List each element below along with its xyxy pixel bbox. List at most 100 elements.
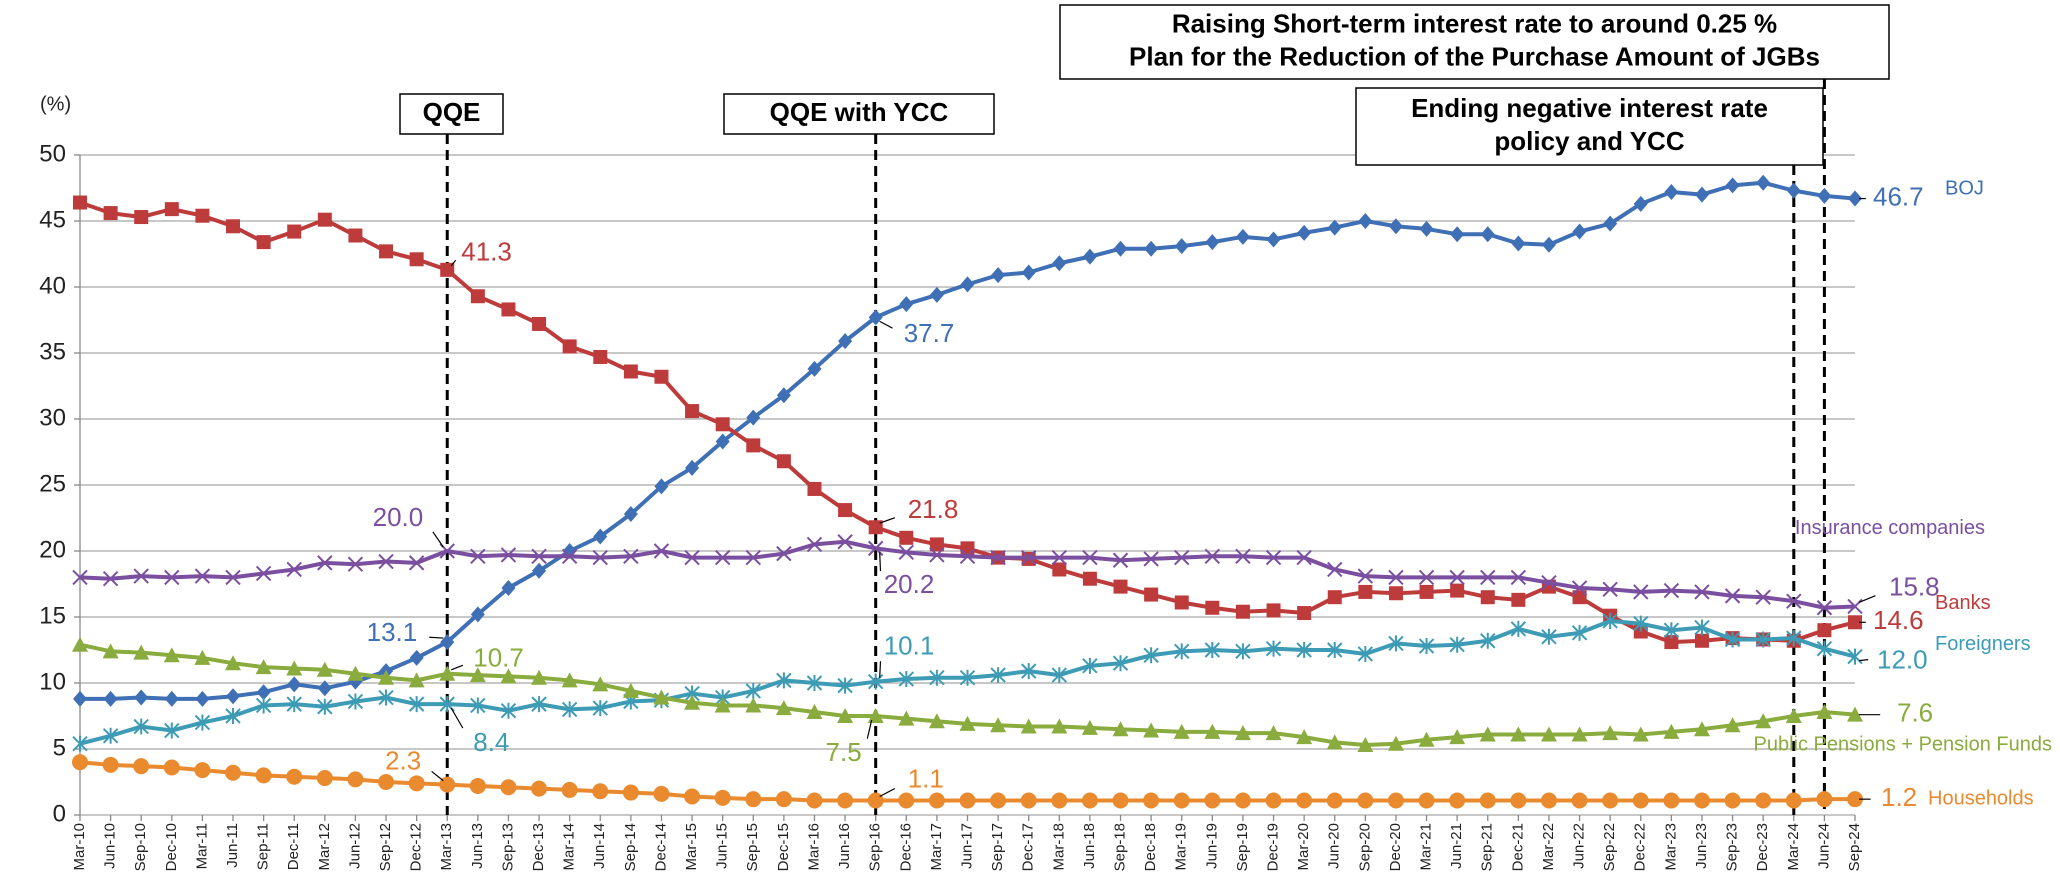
x-tick-label: Dec-22 [1632,823,1649,871]
marker [531,780,548,797]
marker [929,669,945,686]
marker [1204,792,1221,809]
marker [1205,600,1220,615]
marker [347,771,364,788]
marker [776,672,792,689]
marker [1296,792,1313,809]
annotation-box [1355,87,1824,166]
marker [1785,708,1802,723]
marker [256,684,271,701]
marker [378,689,394,706]
marker [286,561,302,578]
marker [653,689,670,705]
value-label: 41.3 [461,237,512,267]
value-label: 8.4 [473,727,509,757]
marker [531,696,547,713]
marker [1480,590,1495,605]
marker [1357,568,1374,584]
marker [1786,630,1802,647]
value-label: 12.0 [1877,644,1928,674]
x-tick-label: Sep-13 [499,823,516,871]
marker [959,669,976,686]
marker [1694,584,1710,600]
marker [746,409,761,426]
marker [1449,636,1465,653]
marker [1021,264,1036,281]
marker [1694,633,1709,648]
x-tick-label: Sep-16 [867,823,884,871]
marker [1479,792,1496,809]
x-tick-label: Mar-13 [438,823,455,871]
marker [500,547,517,563]
marker [776,545,792,562]
marker [255,565,272,582]
marker [1450,583,1465,598]
value-label: 15.8 [1889,571,1940,601]
marker [532,316,547,331]
annotation-box [723,93,995,135]
x-tick-label: Dec-10 [163,823,180,871]
marker [1755,631,1771,648]
marker [1663,723,1680,739]
marker [1052,562,1067,577]
marker [1724,717,1741,733]
marker [1540,792,1557,809]
marker [684,694,701,710]
marker [898,544,915,561]
marker [622,784,639,801]
marker [1633,584,1649,600]
marker [714,697,731,713]
marker [133,718,149,735]
marker [1082,248,1097,265]
marker [102,727,119,744]
marker [1327,590,1342,605]
marker [1511,235,1526,252]
y-tick-label: 35 [39,338,66,365]
marker [1847,791,1863,808]
marker [1755,713,1772,729]
marker [1603,215,1618,232]
marker [194,714,211,731]
x-tick-label: Sep-17 [989,823,1006,871]
x-tick-label: Dec-19 [1265,823,1282,871]
marker [1541,236,1556,253]
marker [715,433,730,450]
y-tick-label: 45 [39,206,66,233]
x-tick-label: Mar-16 [805,823,822,871]
marker [1174,595,1189,610]
marker [1143,647,1159,664]
marker [1082,571,1097,586]
marker [470,548,486,564]
marker [592,700,608,717]
marker [286,696,302,713]
marker [133,758,150,775]
marker [1326,734,1343,750]
marker [623,364,638,379]
marker [898,671,915,688]
marker [1663,792,1680,809]
marker [409,649,424,666]
leader-line [1858,659,1869,662]
marker [317,555,333,571]
x-tick-label: Dec-18 [1142,823,1159,871]
marker [317,680,332,697]
marker [1173,792,1190,809]
marker [1387,792,1404,809]
marker [622,682,639,698]
marker [439,665,456,681]
marker [837,534,853,550]
marker [287,224,302,239]
marker [1756,174,1771,191]
marker [1387,735,1404,751]
marker [1266,231,1281,248]
marker [1602,725,1619,741]
marker [1817,187,1832,204]
marker [684,549,700,566]
marker [469,667,486,683]
marker [1540,726,1557,742]
marker [134,210,149,225]
marker [102,571,119,587]
marker [928,713,945,729]
marker [409,252,424,267]
marker [929,547,945,563]
